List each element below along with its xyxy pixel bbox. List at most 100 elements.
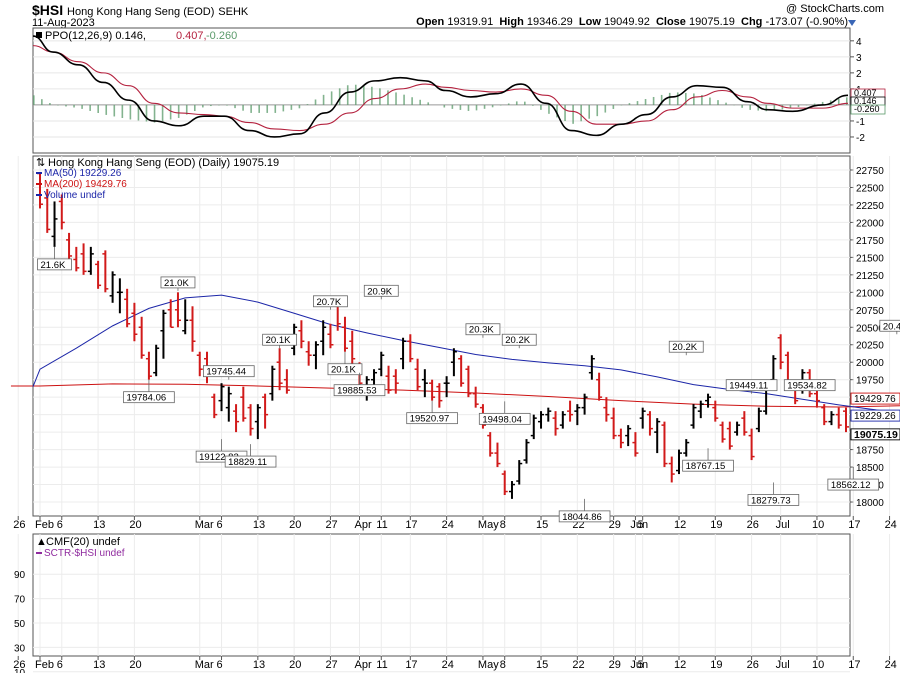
ppo-tick-label: 4 (856, 37, 862, 48)
ppo-histogram-bar (41, 99, 43, 105)
ppo-histogram-bar (443, 104, 446, 108)
x-tick-label: 27 (325, 519, 337, 531)
annotation-box (313, 295, 348, 308)
ppo-histogram-bar (757, 104, 760, 111)
ppo-tick-label: 2 (856, 69, 862, 80)
ppo-histogram-bar (354, 84, 357, 105)
ppo-histogram-bar (580, 104, 582, 122)
ppo-histogram-bar (290, 104, 293, 110)
copyright: @ StockCharts.com (786, 3, 884, 15)
ppo-histogram-bar (298, 104, 301, 109)
x-tick-label: 15 (536, 519, 548, 531)
annotation-box (827, 478, 880, 491)
ppo-histogram-bar (306, 104, 309, 105)
ppo-legend-hist-value: -0.260 (206, 30, 237, 42)
price-tick-label: 21750 (856, 236, 884, 247)
price-tick-label: 20500 (856, 323, 884, 334)
annotation-box (682, 459, 734, 472)
x-tick-label: 29 (609, 519, 621, 531)
ppo-histogram-bar (177, 104, 180, 118)
close-value: 19075.19 (688, 16, 735, 28)
open-label: Open (416, 16, 445, 28)
security-name: Hong Kong Hang Seng (EOD) (67, 6, 215, 18)
ppo-tick-label: 3 (856, 53, 862, 64)
price-tick-label: 20000 (856, 358, 884, 369)
lower-tick-label: 30 (14, 643, 26, 654)
ppo-histogram-bar (604, 104, 607, 113)
x-tick-label-lower: 19 (710, 659, 722, 671)
annotation-box (123, 391, 175, 404)
ppo-histogram-bar (532, 104, 534, 106)
ppo-histogram-bar (709, 97, 711, 105)
ppo-histogram-bar (202, 104, 204, 108)
ppo-histogram-bar (515, 101, 518, 105)
price-legend-title: Hong Kong Hang Seng (EOD) (Daily) 19075.… (48, 157, 279, 169)
x-tick-label: 24 (885, 519, 897, 531)
x-tick-label-lower: 13 (93, 659, 105, 671)
ppo-histogram-bar (797, 104, 800, 108)
x-tick-label: 6 (57, 519, 63, 531)
ppo-histogram-bar (652, 96, 655, 105)
x-tick-label: 13 (93, 519, 105, 531)
x-tick-label-lower: Mar (195, 659, 214, 671)
x-tick-label-lower: 22 (572, 659, 584, 671)
price-legend-label: MA(50) 19229.26 (44, 168, 122, 179)
ppo-histogram-bar (121, 104, 124, 118)
price-legend-icon: ⇅ (36, 157, 45, 169)
ppo-legend-label: PPO(12,26,9) 0.146, (45, 30, 146, 42)
x-tick-label: 12 (674, 519, 686, 531)
annotation-label: 20.7K (316, 297, 341, 308)
annotation-label: 19885.53 (337, 386, 377, 397)
ppo-histogram-bar (371, 86, 373, 105)
x-tick-label-lower: 11 (376, 659, 387, 671)
price-value-label: 19229.26 (854, 411, 896, 422)
annotation-box (879, 319, 900, 332)
ppo-histogram-bar (612, 104, 615, 109)
x-tick-label: May (478, 519, 499, 531)
x-tick-label: 17 (405, 519, 417, 531)
annotation-label: 20.1K (266, 335, 291, 346)
price-tick-label: 22000 (856, 218, 884, 229)
ppo-legend-marker (36, 32, 42, 38)
ppo-histogram-bar (693, 93, 695, 105)
header-dropdown-icon[interactable] (848, 20, 856, 26)
lower-tick-label: 50 (14, 619, 26, 630)
close-label: Close (655, 16, 686, 28)
ppo-histogram-bar (427, 102, 430, 105)
annotation-label: 19534.82 (787, 381, 827, 392)
price-value-box (850, 428, 900, 441)
ppo-histogram-bar (419, 99, 421, 105)
ppo-histogram-bar (363, 85, 365, 105)
ppo-histogram-bar (821, 101, 824, 105)
x-tick-label-lower: Feb (35, 659, 54, 671)
x-tick-label: 20 (129, 519, 141, 531)
ppo-histogram-bar (49, 103, 51, 105)
x-tick-label: 19 (710, 519, 722, 531)
ppo-histogram-bar (330, 91, 333, 105)
ppo-histogram-bar (548, 104, 550, 114)
ppo-histogram-bar (242, 104, 244, 111)
x-tick-label: Jun (630, 519, 648, 531)
ma50-line (32, 294, 900, 415)
price-tick-label: 20750 (856, 306, 884, 317)
ppo-histogram-bar (701, 94, 703, 105)
ppo-histogram-bar (725, 102, 727, 105)
sctr-legend-label: SCTR-$HSI undef (44, 548, 125, 559)
x-tick-label: 5 (638, 519, 644, 531)
annotation-label: 19784.06 (127, 393, 167, 404)
price-tick-label: 20250 (856, 341, 884, 352)
ppo-histogram-bar (668, 92, 671, 105)
chart-title: $HSI Hong Kong Hang Seng (EOD) SEHK (32, 2, 248, 18)
ppo-histogram-bar (556, 104, 558, 118)
price-tick-label: 18750 (856, 446, 884, 457)
x-tick-label-lower: 20 (289, 659, 301, 671)
ppo-histogram-bar (524, 101, 526, 105)
x-tick-label: 13 (253, 519, 265, 531)
ppo-tick-label: -2 (856, 133, 865, 144)
price-value-box (850, 409, 900, 422)
price-tick-label: 22750 (856, 166, 884, 177)
x-tick-label-lower: 5 (638, 659, 644, 671)
x-tick-label-lower: 13 (253, 659, 265, 671)
price-value-label: 19075.19 (854, 429, 898, 441)
